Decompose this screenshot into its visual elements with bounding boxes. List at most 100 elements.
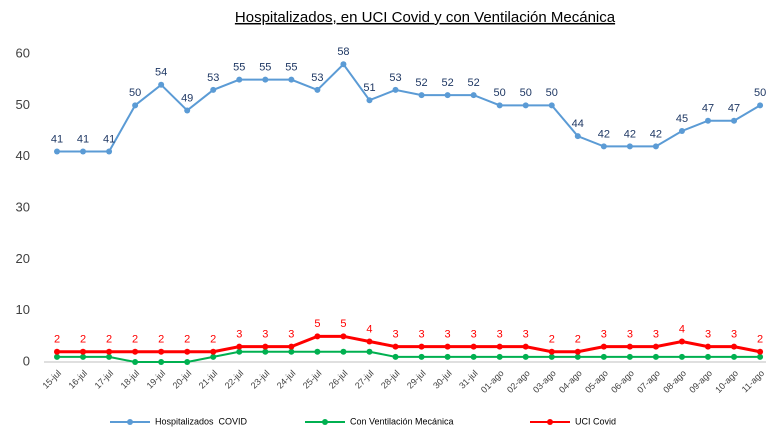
point (705, 343, 711, 350)
data-label: 47 (728, 103, 740, 115)
point (236, 343, 243, 350)
data-label: 2 (80, 334, 86, 346)
point (652, 353, 659, 360)
data-label: 3 (705, 329, 711, 341)
y-tick-label: 0 (23, 353, 30, 368)
point (80, 353, 87, 360)
data-label: 52 (415, 77, 427, 89)
point (106, 348, 113, 355)
data-label: 2 (132, 334, 138, 346)
data-label: 3 (236, 329, 242, 341)
point (600, 143, 607, 150)
data-label: 3 (262, 329, 268, 341)
point (236, 76, 243, 83)
data-label: 50 (129, 87, 141, 99)
data-label: 42 (650, 128, 662, 140)
point (678, 338, 685, 345)
point (184, 107, 191, 114)
point (418, 92, 425, 99)
data-label: 50 (754, 87, 766, 99)
data-label: 2 (158, 334, 164, 346)
data-label: 52 (468, 77, 480, 89)
data-label: 53 (311, 72, 323, 84)
point (54, 148, 60, 155)
series-line (57, 350, 761, 363)
x-tick-label: 03-ago (531, 368, 558, 395)
x-tick-label: 11-ago (740, 368, 766, 394)
point (600, 353, 607, 360)
point (731, 343, 738, 350)
point (574, 353, 581, 360)
data-label: 2 (210, 334, 216, 346)
data-label: 3 (653, 329, 659, 341)
data-label: 2 (575, 334, 581, 346)
point (444, 343, 451, 350)
point (80, 148, 87, 155)
data-label: 55 (259, 62, 271, 74)
data-label: 3 (418, 329, 424, 341)
x-tick-label: 25-jul (301, 368, 324, 391)
point (262, 348, 269, 355)
data-label: 5 (314, 318, 320, 330)
x-tick-label: 07-ago (635, 368, 662, 395)
point (496, 343, 503, 350)
x-tick-label: 30-jul (431, 368, 454, 391)
data-label: 58 (337, 46, 349, 58)
point (184, 348, 191, 355)
point (705, 353, 711, 360)
point (158, 348, 165, 355)
x-tick-label: 17-jul (93, 368, 116, 391)
point (314, 333, 321, 340)
data-label: 53 (207, 72, 219, 84)
point (522, 353, 529, 360)
legend-label: Con Ventilación Mecánica (350, 416, 454, 426)
y-tick-label: 40 (16, 148, 30, 163)
x-tick-label: 01-ago (479, 368, 506, 395)
data-label: 55 (285, 62, 297, 74)
point (288, 76, 295, 83)
point (366, 97, 373, 104)
point (54, 353, 60, 360)
data-label: 49 (181, 92, 193, 104)
x-tick-label: 26-jul (327, 368, 350, 391)
x-tick-label: 02-ago (505, 368, 532, 395)
point (262, 76, 269, 83)
data-label: 4 (366, 323, 372, 335)
x-tick-label: 18-jul (119, 368, 142, 391)
point (158, 359, 165, 365)
data-label: 2 (757, 334, 763, 346)
x-tick-label: 10-ago (713, 368, 740, 395)
x-tick-label: 09-ago (687, 368, 714, 395)
x-tick-label: 08-ago (661, 368, 688, 395)
point (418, 353, 425, 360)
point (705, 117, 711, 124)
data-label: 3 (627, 329, 633, 341)
point (757, 102, 764, 109)
chart-title: Hospitalizados, en UCI Covid y con Venti… (235, 9, 616, 26)
point (54, 348, 60, 355)
point (444, 92, 451, 99)
point (210, 348, 217, 355)
point (132, 348, 139, 355)
point (132, 359, 139, 365)
data-label: 54 (155, 67, 167, 79)
point (106, 148, 113, 155)
point (652, 343, 659, 350)
point (262, 343, 269, 350)
data-label: 3 (731, 329, 737, 341)
series-line (57, 62, 761, 153)
point (496, 353, 503, 360)
point (757, 348, 764, 355)
point (548, 348, 555, 355)
point (340, 348, 347, 355)
data-label: 41 (77, 133, 89, 145)
x-tick-label: 31-jul (457, 368, 480, 391)
point (236, 348, 243, 355)
point (444, 353, 451, 360)
point (210, 86, 217, 93)
point (548, 353, 555, 360)
point (288, 348, 295, 355)
y-tick-label: 50 (16, 97, 30, 112)
x-tick-label: 27-jul (353, 368, 376, 391)
